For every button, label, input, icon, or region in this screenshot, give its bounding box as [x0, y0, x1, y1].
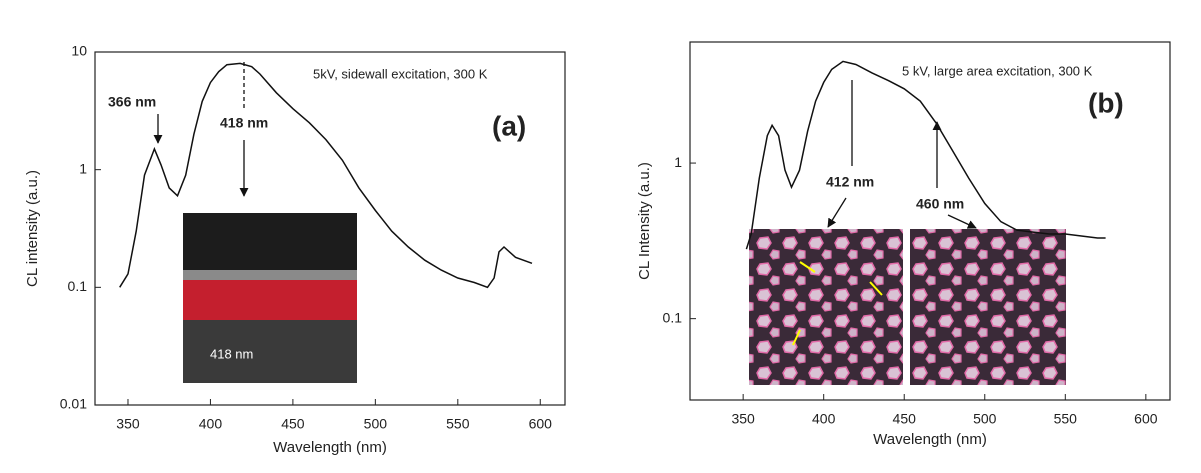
y-tick-label: 0.1 [663, 309, 683, 325]
panel-label: (a) [492, 110, 526, 141]
insets: 418 nm [183, 213, 1066, 385]
y-tick-label: 1 [674, 154, 682, 170]
y-tick-label: 1 [79, 160, 87, 176]
annotations: 366 nm 418 nm 5kV, sidewall excitation, … [108, 62, 1124, 229]
x-tick-label: 350 [731, 411, 755, 427]
annotation: 5kV, sidewall excitation, 300 K [313, 66, 488, 81]
arrow [947, 214, 977, 229]
inset-layer [183, 270, 357, 280]
plot-frame [689, 41, 1171, 401]
inset-arrow [869, 281, 883, 296]
inset-arrow [799, 261, 816, 273]
inset-image [910, 229, 1066, 385]
annotation: 418 nm [220, 115, 268, 131]
inset-layer [183, 280, 357, 320]
x-axis-label: Wavelength (nm) [273, 439, 387, 456]
inset-arrow [792, 329, 801, 346]
plot-frame [94, 51, 566, 406]
annotation: 412 nm [826, 174, 874, 190]
x-axis-label: Wavelength (nm) [873, 431, 987, 448]
x-tick-label: 500 [973, 411, 997, 427]
inset-label: 418 nm [210, 346, 253, 361]
annotation: 5 kV, large area excitation, 300 K [902, 63, 1093, 78]
y-tick-label: 10 [71, 43, 87, 59]
x-tick-label: 600 [529, 416, 553, 432]
y-axis-label: CL Intensity (a.u.) [636, 162, 653, 280]
x-tick-label: 450 [281, 416, 305, 432]
inset-layer [183, 320, 357, 383]
data-line [119, 62, 533, 289]
y-axis-label: CL intensity (a.u.) [24, 170, 41, 287]
x-tick-label: 500 [364, 416, 388, 432]
x-tick-label: 550 [446, 416, 470, 432]
x-tick-label: 450 [893, 411, 917, 427]
x-tick-label: 350 [116, 416, 140, 432]
x-tick-label: 600 [1134, 411, 1158, 427]
x-tick-label: 400 [199, 416, 223, 432]
arrow [827, 197, 847, 228]
data-line [745, 60, 1106, 250]
x-tick-label: 400 [812, 411, 836, 427]
x-tick-label: 550 [1054, 411, 1078, 427]
y-tick-label: 0.01 [60, 396, 87, 412]
inset-image [749, 229, 903, 385]
y-tick-label: 0.1 [68, 278, 88, 294]
annotation: 366 nm [108, 94, 156, 110]
panel-label: (b) [1088, 87, 1124, 118]
annotation: 460 nm [916, 196, 964, 212]
